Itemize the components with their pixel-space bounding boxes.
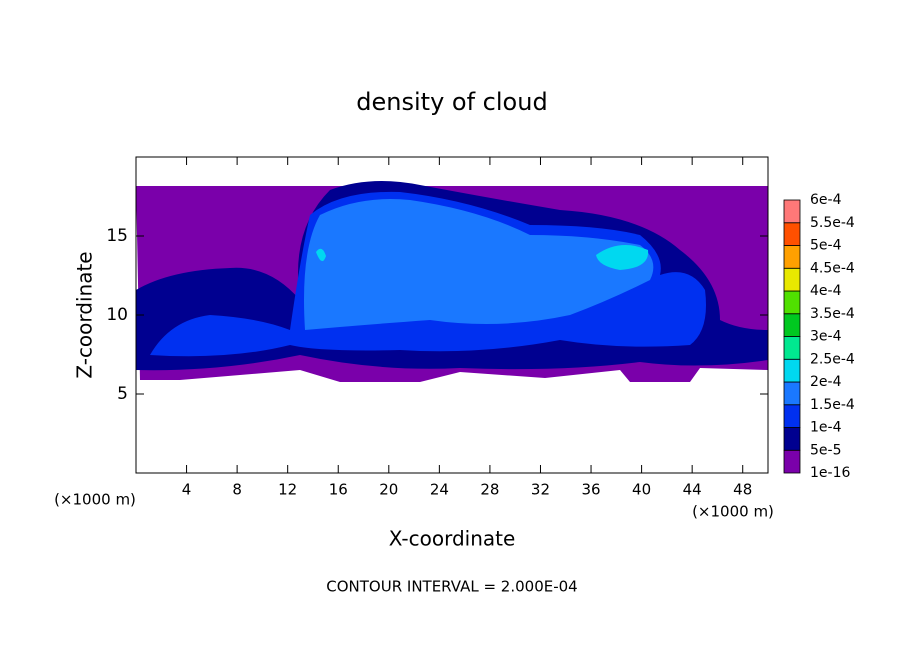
contour-field [136, 181, 768, 382]
colorbar-band [783, 449, 801, 474]
x-tick-label: 44 [683, 481, 702, 499]
x-tick-label: 24 [430, 481, 449, 499]
contour-region [304, 199, 654, 330]
x-tick-label: 36 [581, 481, 600, 499]
colorbar-label: 5e-4 [810, 238, 842, 254]
colorbar-label: 1e-16 [810, 465, 850, 481]
colorbar-label: 6e-4 [810, 192, 842, 208]
colorbar-label: 3.5e-4 [810, 306, 855, 322]
colorbar-band [783, 290, 801, 315]
colorbar-band [783, 222, 801, 246]
x-tick-label: 4 [182, 481, 192, 499]
colorbar-band [783, 358, 801, 383]
colorbar-label: 1e-4 [810, 420, 842, 436]
colorbar-band [783, 404, 801, 428]
x-tick-label: 40 [632, 481, 651, 499]
x-unit: (×1000 m) [692, 503, 774, 521]
colorbar-label: 4e-4 [810, 283, 842, 299]
chart-title: density of cloud [356, 88, 547, 116]
contour-region [316, 248, 326, 262]
x-tick-label: 8 [232, 481, 242, 499]
x-tick-label: 32 [531, 481, 550, 499]
y-tick-label: 5 [117, 384, 128, 404]
y-unit: (×1000 m) [54, 491, 136, 509]
x-tick-label: 16 [329, 481, 348, 499]
colorbar-label: 1.5e-4 [810, 397, 855, 413]
y-tick-label: 10 [106, 305, 128, 325]
colorbar-band [783, 267, 801, 292]
colorbar-band [783, 336, 801, 360]
x-tick-label: 48 [733, 481, 752, 499]
colorbar-label: 5e-5 [810, 442, 841, 458]
colorbar-label: 4.5e-4 [810, 260, 855, 276]
colorbar-band [783, 427, 801, 451]
colorbar-band [783, 381, 801, 406]
colorbar-label: 2e-4 [810, 374, 842, 390]
y-tick-label: 15 [106, 226, 128, 246]
colorbar-band [783, 245, 801, 269]
colorbar-label: 5.5e-4 [810, 215, 855, 231]
y-axis-label: Z-coordinate [73, 251, 97, 378]
x-tick-label: 28 [480, 481, 499, 499]
x-axis-label: X-coordinate [389, 527, 516, 551]
colorbar-label: 2.5e-4 [810, 351, 855, 367]
colorbar-band [783, 313, 801, 337]
x-tick-label: 20 [379, 481, 398, 499]
contour-region [596, 245, 649, 270]
footer: CONTOUR INTERVAL = 2.000E-04 [326, 578, 577, 596]
colorbar-label: 3e-4 [810, 329, 842, 345]
colorbar-band [783, 199, 801, 224]
x-tick-label: 12 [278, 481, 297, 499]
